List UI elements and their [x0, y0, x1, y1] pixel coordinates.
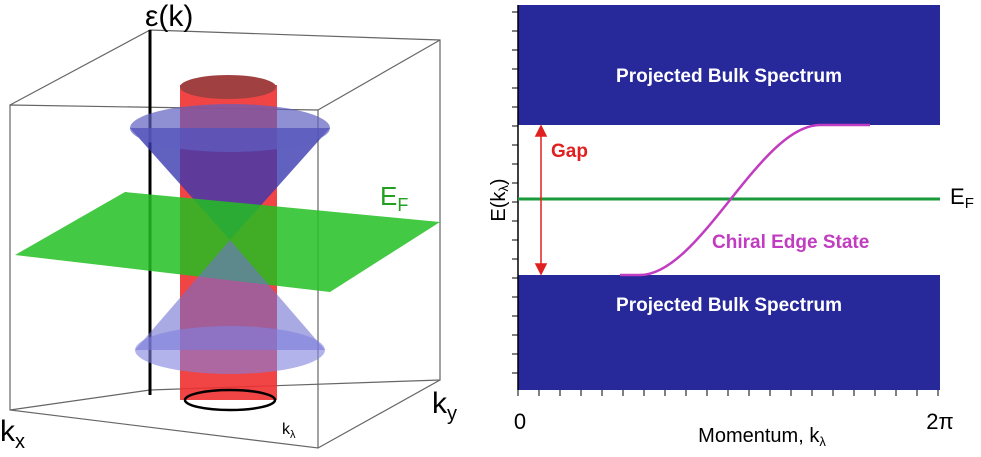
cube-edge [10, 390, 150, 410]
cube-edge [10, 30, 150, 105]
cube-edge [318, 380, 440, 448]
y-label: E(kλ) [488, 178, 511, 221]
axis-label: ε(k) [145, 0, 193, 33]
lower-cone-base [135, 326, 325, 374]
bulk-band [518, 275, 940, 390]
upper-cone-top [130, 104, 330, 152]
edge-label: Chiral Edge State [712, 232, 869, 253]
band-label: Projected Bulk Spectrum [616, 295, 842, 316]
axis-label: ky [432, 387, 457, 425]
x-tick-label: 2π [926, 409, 953, 434]
fermi-label: EF [950, 184, 974, 212]
cylinder-top [180, 75, 276, 99]
fermi-label: EF [380, 181, 408, 215]
axis-label: kx [0, 415, 25, 453]
bulk-band [518, 5, 940, 125]
figure: ε(k) EF kx ky kλ Projected Bulk Spectrum… [0, 0, 981, 457]
axis-label: kλ [282, 421, 296, 441]
x-tick-label: 0 [514, 409, 526, 434]
x-label: Momentum, kλ [698, 425, 826, 449]
cube-edge [318, 40, 440, 110]
gap-label: Gap [551, 141, 588, 162]
band-label: Projected Bulk Spectrum [616, 66, 842, 87]
